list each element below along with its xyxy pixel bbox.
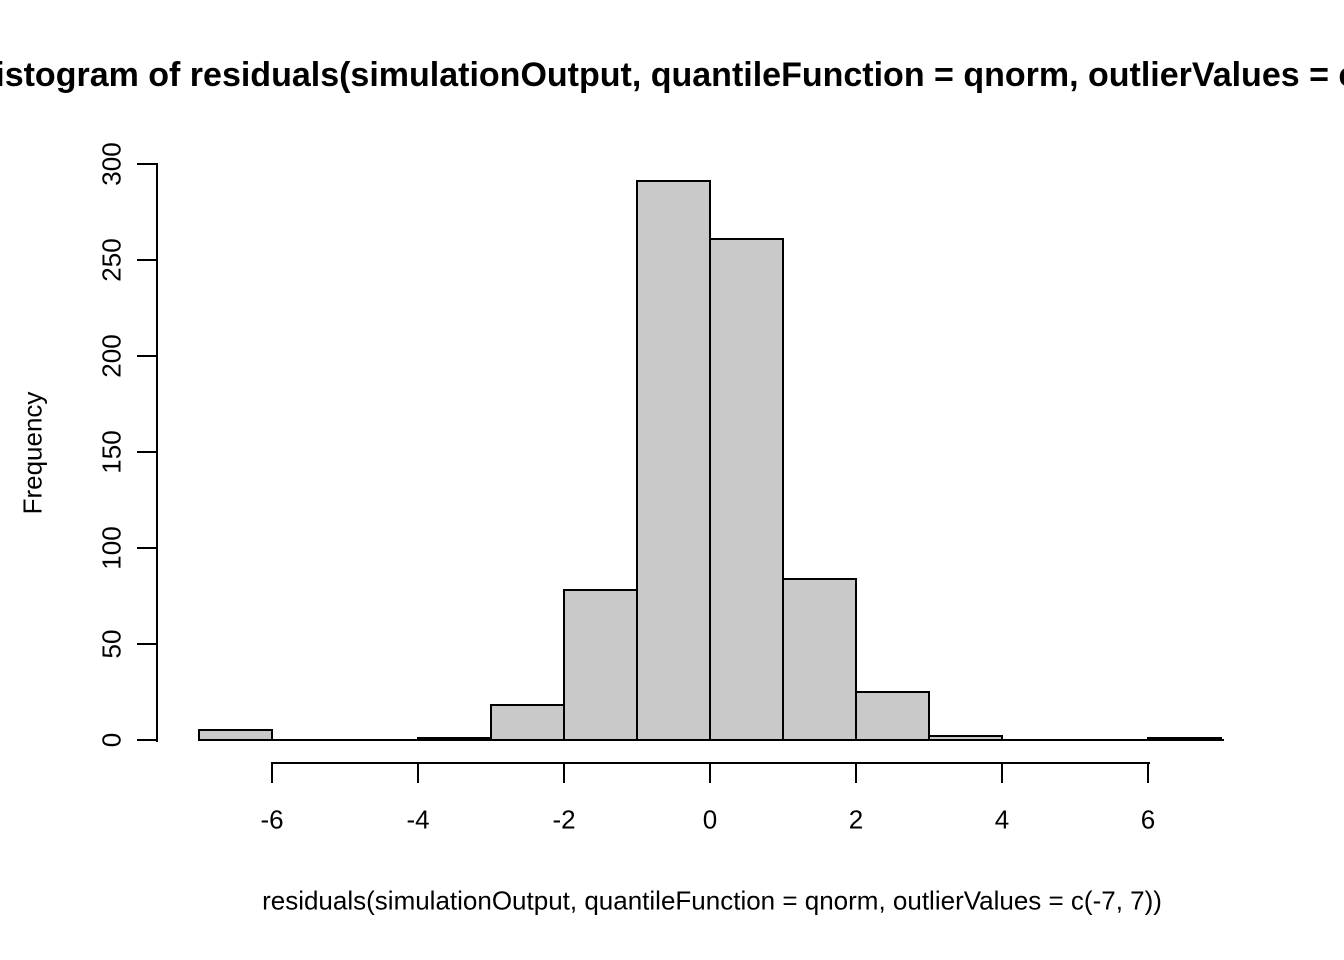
y-tick-mark — [137, 163, 157, 165]
y-tick-mark — [137, 547, 157, 549]
y-tick-label: 300 — [96, 142, 127, 186]
y-tick-label: 250 — [96, 238, 127, 282]
x-tick-mark — [271, 762, 273, 783]
y-tick-label: 50 — [96, 629, 127, 659]
y-tick-label: 0 — [96, 732, 127, 748]
x-tick-mark — [417, 762, 419, 783]
y-tick-label: 150 — [96, 430, 127, 474]
x-tick-mark — [1147, 762, 1149, 783]
histogram-baseline — [198, 739, 1224, 741]
x-tick-label: 0 — [702, 804, 718, 835]
histogram-bar — [490, 704, 565, 741]
histogram-bar — [709, 238, 784, 741]
y-tick-mark — [137, 355, 157, 357]
x-tick-mark — [855, 762, 857, 783]
x-axis-title: residuals(simulationOutput, quantileFunc… — [262, 885, 1162, 916]
histogram-bar — [782, 578, 857, 741]
y-axis-line — [156, 163, 158, 742]
x-tick-mark — [563, 762, 565, 783]
x-tick-label: 6 — [1140, 804, 1156, 835]
x-tick-mark — [709, 762, 711, 783]
histogram-bar — [855, 691, 930, 741]
y-tick-mark — [137, 259, 157, 261]
x-tick-label: 4 — [994, 804, 1010, 835]
x-tick-mark — [1001, 762, 1003, 783]
y-tick-label: 100 — [96, 526, 127, 570]
y-axis-title: Frequency — [17, 391, 48, 515]
x-tick-label: -6 — [260, 804, 284, 835]
y-tick-mark — [137, 451, 157, 453]
x-tick-label: -4 — [406, 804, 430, 835]
y-tick-mark — [137, 739, 157, 741]
x-tick-label: 2 — [848, 804, 864, 835]
chart-title: Histogram of residuals(simulationOutput,… — [0, 56, 1344, 94]
histogram-bar — [563, 589, 638, 741]
y-tick-label: 200 — [96, 334, 127, 378]
histogram-bar — [636, 180, 711, 741]
x-tick-label: -2 — [552, 804, 576, 835]
y-tick-mark — [137, 643, 157, 645]
